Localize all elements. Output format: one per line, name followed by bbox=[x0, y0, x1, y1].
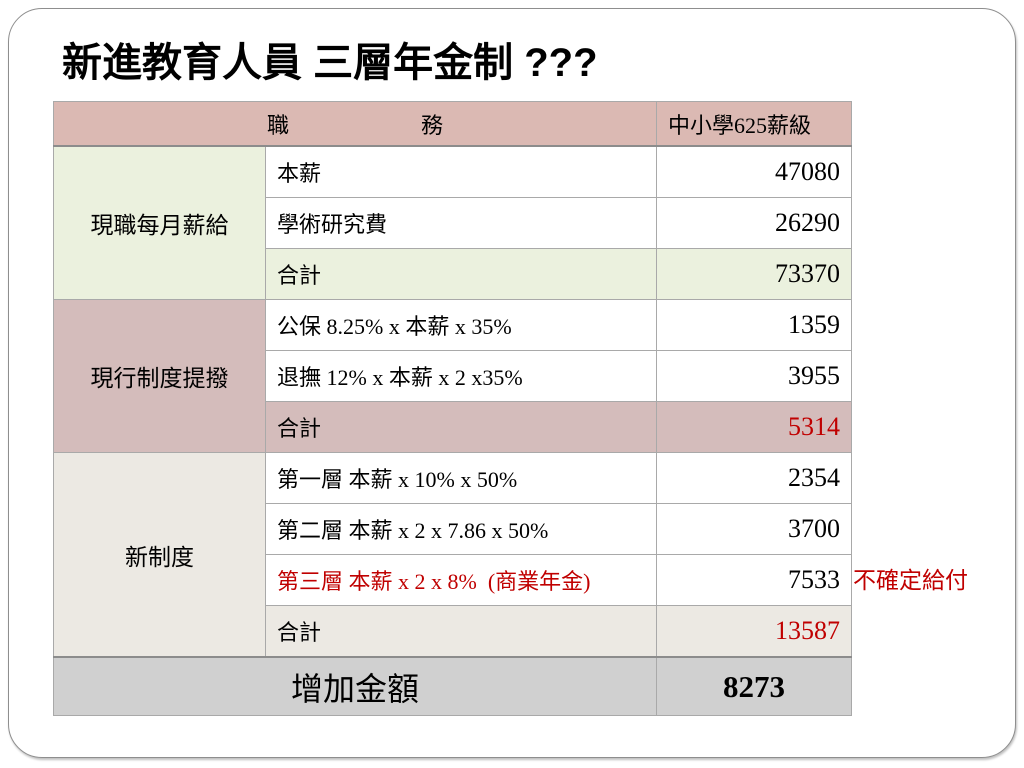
header-item-cell: 職 務 bbox=[52, 101, 658, 147]
total-row: 合計 5314 bbox=[54, 401, 853, 453]
row-value: 1359 bbox=[656, 299, 853, 351]
row-label: 本薪 bbox=[264, 145, 658, 198]
total-value: 13587 bbox=[656, 605, 853, 658]
table-header-row: 職 務 中小學625薪級 bbox=[52, 101, 853, 147]
pension-comparison-table: 職 務 中小學625薪級 現職每月薪給 本薪 47080 學術研究費 26290… bbox=[52, 101, 853, 716]
row-label: 第二層 本薪 x 2 x 7.86 x 50% bbox=[264, 503, 658, 555]
table-row: 退撫 12% x 本薪 x 2 x35% 3955 bbox=[54, 350, 853, 402]
group-cell-current-salary: 現職每月薪給 bbox=[53, 145, 266, 300]
row-label: 學術研究費 bbox=[264, 197, 658, 249]
group-cell-current-system: 現行制度提撥 bbox=[53, 299, 266, 453]
row-label: 第一層 本薪 x 10% x 50% bbox=[264, 452, 658, 504]
table-row: 第二層 本薪 x 2 x 7.86 x 50% 3700 bbox=[54, 503, 853, 555]
table-row: 第三層 本薪 x 2 x 8% (商業年金) 7533 bbox=[54, 554, 853, 606]
total-row: 合計 13587 bbox=[54, 605, 853, 658]
row-value: 7533 bbox=[656, 554, 853, 606]
row-value: 26290 bbox=[656, 197, 853, 249]
table-row: 新制度 第一層 本薪 x 10% x 50% 2354 bbox=[53, 452, 853, 658]
header-grade-cell: 中小學625薪級 bbox=[656, 101, 853, 147]
row-value: 3955 bbox=[656, 350, 853, 402]
increase-amount-value: 8273 bbox=[656, 656, 853, 716]
footer-row: 增加金額 8273 bbox=[52, 656, 853, 716]
row-label-commercial-annuity: 第三層 本薪 x 2 x 8% (商業年金) bbox=[264, 554, 658, 606]
increase-amount-label: 增加金額 bbox=[52, 656, 658, 716]
group-cell-new-system: 新制度 bbox=[53, 452, 266, 658]
total-label: 合計 bbox=[264, 248, 658, 300]
table-row: 現行制度提撥 公保 8.25% x 本薪 x 35% 1359 bbox=[53, 299, 853, 453]
row-label: 公保 8.25% x 本薪 x 35% bbox=[264, 299, 658, 351]
row-value: 3700 bbox=[656, 503, 853, 555]
row-label: 退撫 12% x 本薪 x 2 x35% bbox=[264, 350, 658, 402]
total-value: 5314 bbox=[656, 401, 853, 453]
table-row: 學術研究費 26290 bbox=[54, 197, 853, 249]
table-row: 現職每月薪給 本薪 47080 bbox=[53, 145, 853, 300]
total-label: 合計 bbox=[264, 401, 658, 453]
slide-title: 新進教育人員 三層年金制 ??? bbox=[62, 41, 598, 85]
row-value: 2354 bbox=[656, 452, 853, 504]
uncertain-benefit-note: 不確定給付 bbox=[853, 567, 968, 593]
total-label: 合計 bbox=[264, 605, 658, 658]
total-value: 73370 bbox=[656, 248, 853, 300]
row-value: 47080 bbox=[656, 145, 853, 198]
